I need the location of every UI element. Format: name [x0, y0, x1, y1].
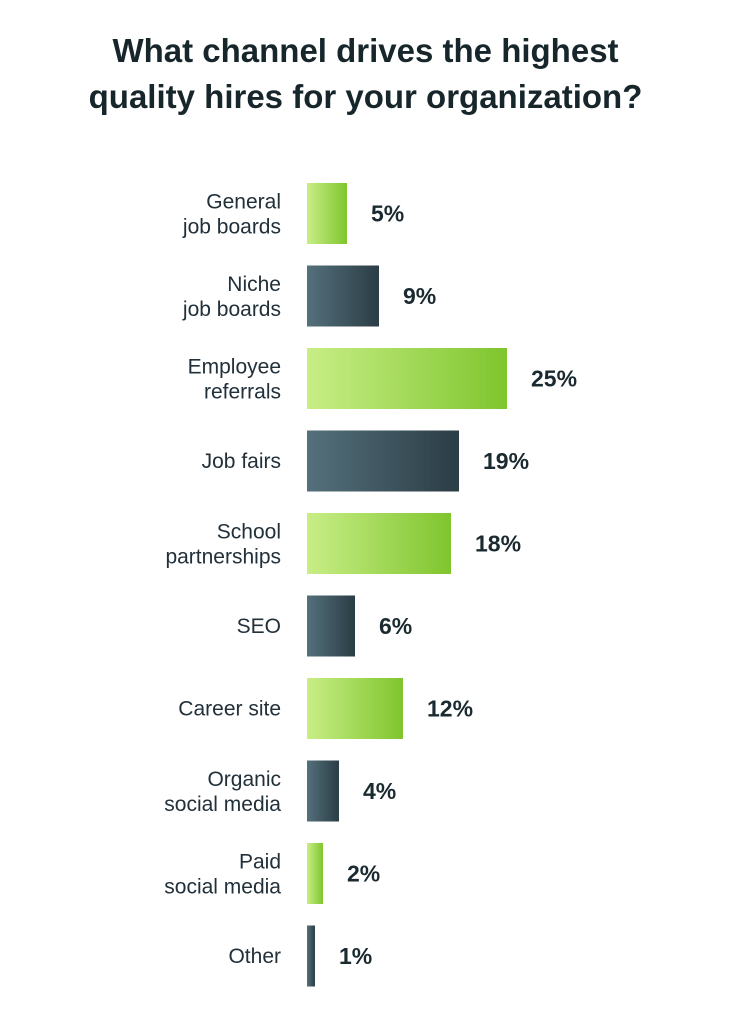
bar-9 [307, 843, 323, 904]
value-label-1: 5% [371, 201, 404, 227]
value-label-5: 18% [475, 531, 521, 557]
bar-3 [307, 348, 507, 409]
value-label-9: 2% [347, 861, 380, 887]
category-label-10: Other [228, 945, 281, 968]
category-label-6: SEO [237, 615, 281, 638]
category-label-9: Paid social media [164, 851, 281, 899]
value-label-6: 6% [379, 613, 412, 639]
bar-6 [307, 595, 355, 657]
bar-4 [307, 430, 459, 492]
value-label-3: 25% [531, 366, 577, 392]
bar-1 [307, 183, 347, 244]
value-label-4: 19% [483, 448, 529, 474]
bar-10 [307, 925, 315, 987]
value-label-8: 4% [363, 778, 396, 804]
bar-2 [307, 265, 379, 327]
bar-8 [307, 760, 339, 822]
category-label-1: General job boards [182, 191, 281, 239]
value-label-2: 9% [403, 283, 436, 309]
category-label-8: Organic social media [164, 768, 281, 816]
chart-title-line-1: What channel drives the highest [112, 32, 619, 69]
value-label-10: 1% [339, 943, 372, 969]
bar-7 [307, 678, 403, 739]
category-label-3: Employee referrals [188, 356, 281, 404]
chart-title: What channel drives the highest quality … [0, 28, 731, 120]
bar-5 [307, 513, 451, 574]
category-label-2: Niche job boards [182, 273, 281, 321]
bars-group: General job boards 5% Niche job boards 9% Empl… [164, 183, 577, 987]
value-label-7: 12% [427, 696, 473, 722]
category-label-7: Career site [178, 698, 281, 721]
category-label-5: School partnerships [165, 521, 281, 569]
category-label-4: Job fairs [202, 450, 281, 473]
chart-title-line-2: quality hires for your organization? [88, 78, 643, 115]
